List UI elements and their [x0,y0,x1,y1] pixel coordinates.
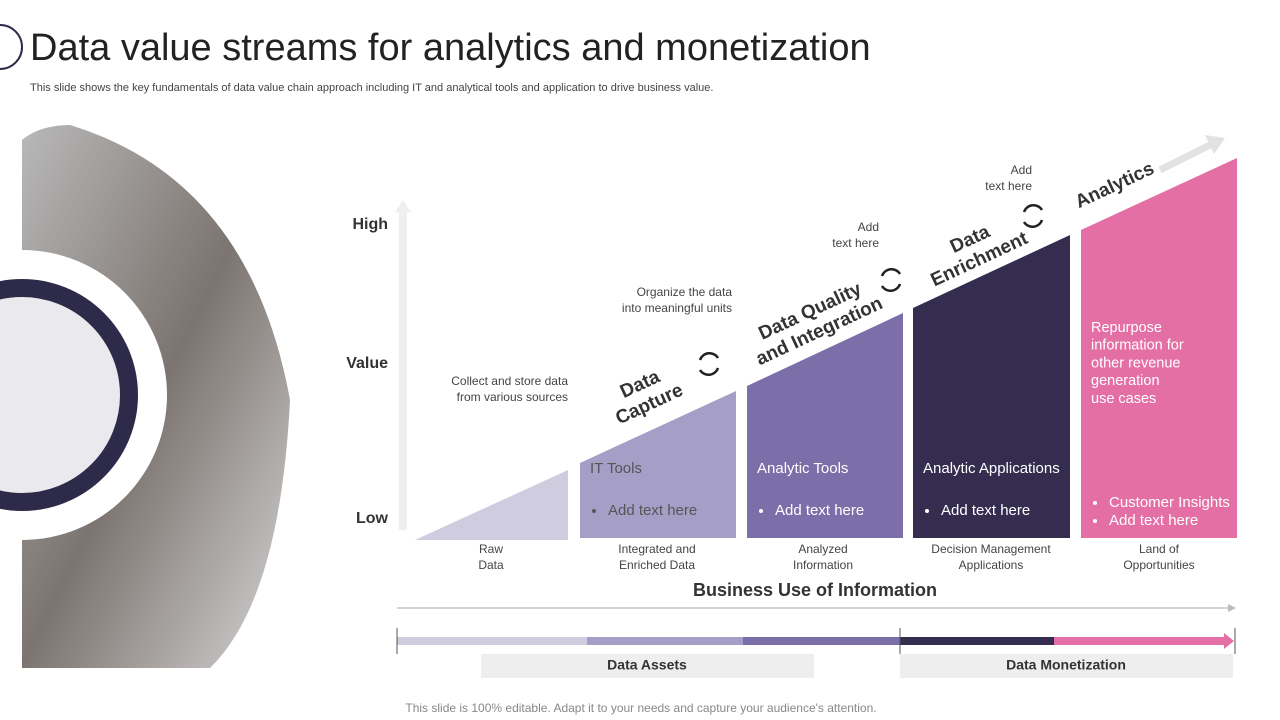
band-segment [587,637,743,645]
column-description: use cases [1091,391,1156,407]
note: text here [985,179,1032,193]
column-shape [1081,158,1237,538]
column-label: Enriched Data [619,558,695,572]
bullet-dot [759,509,763,513]
title: Data value streams for analytics and mon… [30,27,871,69]
column-label: Applications [959,558,1024,572]
column-description: other revenue [1091,355,1180,371]
column-label: Data [478,558,504,572]
column-label: Information [793,558,853,572]
column-label: Land of [1139,542,1180,556]
growth-arrow-head [1205,135,1225,154]
band-segment [1054,637,1226,645]
bullet-dot [925,509,929,513]
note: from various sources [457,390,568,404]
column-label: Opportunities [1123,558,1194,572]
column-bullet: Add text here [941,502,1030,519]
bullet-dot [1093,519,1097,523]
column-label: Decision Management [931,542,1051,556]
band-arrow-head [1224,633,1234,649]
bullet-dot [1093,501,1097,505]
column-shape [747,313,903,538]
axis-value: Value [346,355,388,372]
band-ticks [396,628,1236,654]
column-description: information for [1091,338,1184,354]
subtitle: This slide shows the key fundamentals of… [30,82,713,94]
column-bullet: Add text here [775,502,864,519]
note: into meaningful units [622,301,732,315]
band-segment [743,637,900,645]
note: Collect and store data [451,374,568,388]
column-shape [580,391,736,538]
band-label: Data Assets [607,657,687,673]
column-label: Integrated and [618,542,695,556]
column-shape [913,235,1070,538]
band-box [900,654,1233,678]
cycle-icons [698,203,1044,377]
note: Add [1011,163,1032,177]
bullet-dot [592,509,596,513]
corner-circle [0,24,23,70]
note: text here [832,236,879,250]
column-bullet: Add text here [1109,512,1198,529]
column-shape [415,470,568,540]
info-arrow-head [1228,604,1236,612]
business-use: Business Use of Information [693,580,937,600]
axis-high: High [352,216,388,233]
column-label: Raw [479,542,503,556]
column-label: Analyzed [798,542,847,556]
column-title: Analytic Applications [923,460,1060,477]
axis-low: Low [356,510,389,527]
note: Organize the data [637,285,733,299]
column-title: Analytic Tools [757,460,848,477]
axis-arrow-head [395,200,411,212]
column-description: generation [1091,373,1160,389]
column-bullet: Add text here [608,502,697,519]
band-box [481,654,814,678]
photo-ring [0,279,138,511]
growth-arrow [1158,140,1214,174]
note: Add [858,220,879,234]
column-description: Repurpose [1091,320,1162,336]
column-bullet: Customer Insights [1109,494,1230,511]
band-segment [397,637,587,645]
band-segment [900,637,1054,645]
band-label: Data Monetization [1006,657,1126,673]
footer: This slide is 100% editable. Adapt it to… [405,701,876,715]
column-title: IT Tools [590,460,642,477]
